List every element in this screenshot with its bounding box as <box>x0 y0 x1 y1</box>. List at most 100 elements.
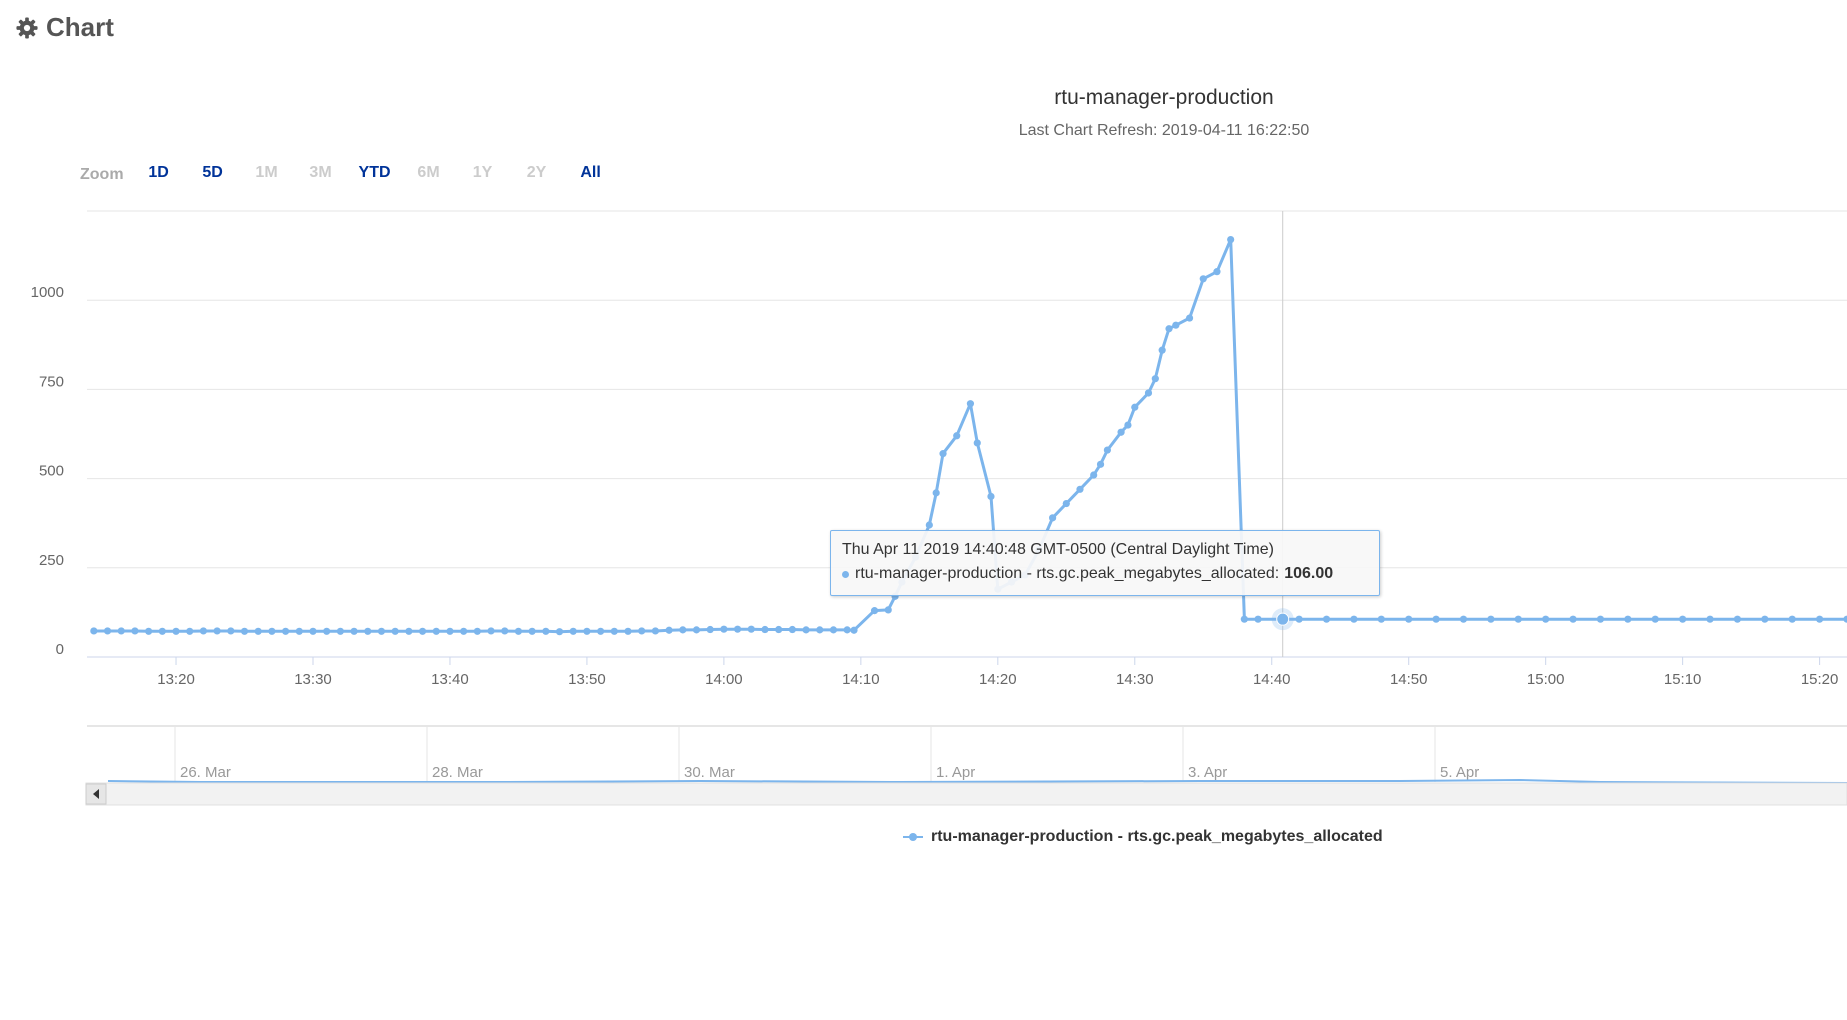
data-point <box>1144 389 1153 397</box>
panel-header: Chart <box>16 12 114 43</box>
x-tick-label: 13:50 <box>568 671 606 688</box>
data-point <box>1706 615 1714 623</box>
data-point <box>487 627 495 635</box>
data-point <box>925 521 933 529</box>
data-point <box>323 627 331 635</box>
data-point <box>1761 615 1769 623</box>
data-point <box>987 492 995 501</box>
legend-item[interactable]: rtu-manager-production - rts.gc.peak_meg… <box>903 828 1383 846</box>
data-point <box>665 626 673 634</box>
data-point <box>391 627 399 635</box>
navigator-label: 5. Apr <box>1440 764 1479 781</box>
zoom-button-1y[interactable]: 1Y <box>472 164 493 181</box>
y-tick-label: 250 <box>39 552 64 569</box>
data-point <box>1624 615 1632 623</box>
navigator-layer: 26. Mar 28. Mar 30. Mar 1. Apr 3. Apr 5. Apr <box>85 725 1847 806</box>
data-point <box>254 627 262 635</box>
zoom-button-ytd[interactable]: YTD <box>358 164 391 181</box>
data-point <box>117 627 125 635</box>
data-point <box>733 625 742 633</box>
data-point <box>473 627 481 635</box>
data-point <box>775 625 783 634</box>
zoom-button-1d[interactable]: 1D <box>148 164 169 181</box>
data-point <box>1131 403 1139 411</box>
x-tick-label: 13:40 <box>431 671 469 688</box>
navigator-series-line <box>107 778 1847 784</box>
zoom-button-6m[interactable]: 6M <box>417 164 440 181</box>
data-point <box>932 489 940 497</box>
data-point <box>1542 615 1550 623</box>
hover-point <box>1276 612 1290 626</box>
gear-icon[interactable] <box>16 16 38 39</box>
data-point <box>788 625 796 634</box>
data-point <box>350 627 358 635</box>
data-point <box>1295 615 1303 623</box>
x-tick-label: 13:30 <box>294 671 332 688</box>
data-point <box>597 627 605 635</box>
data-point <box>973 439 981 447</box>
data-point <box>843 626 851 634</box>
data-point <box>501 627 509 635</box>
x-tick-label: 15:20 <box>1801 671 1839 688</box>
data-point <box>679 626 687 634</box>
data-point <box>418 627 427 635</box>
x-tick-label: 14:40 <box>1253 671 1291 688</box>
data-point <box>90 627 98 635</box>
data-point <box>638 627 646 635</box>
data-point <box>514 627 523 635</box>
y-tick-label: 1000 <box>31 284 64 301</box>
zoom-button-5d[interactable]: 5D <box>202 164 223 181</box>
x-tick-label: 14:10 <box>842 671 880 688</box>
data-point <box>377 627 386 635</box>
data-point <box>268 627 276 635</box>
data-point <box>145 627 153 635</box>
data-point <box>870 607 879 615</box>
navigator-label: 1. Apr <box>936 764 975 781</box>
tooltip-value: 106.00 <box>1284 565 1334 582</box>
data-point <box>295 627 303 635</box>
data-point <box>1788 615 1796 623</box>
legend-symbol-icon <box>903 832 923 842</box>
data-point <box>966 400 975 408</box>
zoom-button-2y[interactable]: 2Y <box>526 164 547 181</box>
y-tick-label: 750 <box>39 373 64 390</box>
data-point <box>1158 346 1166 354</box>
data-point <box>816 626 824 634</box>
data-point <box>1651 615 1659 623</box>
data-point <box>186 627 194 635</box>
data-point <box>1843 615 1847 623</box>
axis-layer: 0 250 500 750 1000 13:20 13:30 13:40 13:50 14:00 1… <box>31 284 1847 688</box>
x-tick-label: 14:30 <box>1116 671 1154 688</box>
data-point <box>555 628 564 636</box>
x-tick-label: 14:00 <box>705 671 743 688</box>
data-point <box>1213 268 1221 276</box>
x-tick-label: 15:00 <box>1527 671 1565 688</box>
data-point <box>1405 615 1413 623</box>
x-tick-label: 14:50 <box>1390 671 1428 688</box>
panel-title: Chart <box>46 12 114 42</box>
data-point <box>569 627 577 635</box>
zoom-button-all[interactable]: All <box>580 164 601 181</box>
y-tick-label: 500 <box>39 463 64 480</box>
zoom-button-1m[interactable]: 1M <box>255 164 278 181</box>
tooltip-header: Thu Apr 11 2019 14:40:48 GMT-0500 (Centr… <box>842 541 1274 558</box>
data-point <box>199 627 208 635</box>
data-point <box>692 626 701 634</box>
data-point <box>1227 235 1235 244</box>
data-point <box>1514 615 1522 623</box>
data-point <box>103 627 112 635</box>
data-point <box>405 627 413 635</box>
data-point <box>1596 615 1605 623</box>
data-point <box>624 627 632 635</box>
data-point <box>227 627 235 635</box>
zoom-button-3m[interactable]: 3M <box>309 164 332 181</box>
arrow-left-icon[interactable] <box>93 789 99 799</box>
data-point <box>884 606 892 614</box>
zoom-bar: Zoom 1D 5D 1M 3M YTD 6M 1Y 2Y All <box>80 164 618 183</box>
data-point <box>364 627 372 635</box>
tooltip-series-dot <box>842 570 849 578</box>
data-point <box>213 627 221 635</box>
data-point <box>1254 615 1262 623</box>
data-point <box>131 627 139 635</box>
